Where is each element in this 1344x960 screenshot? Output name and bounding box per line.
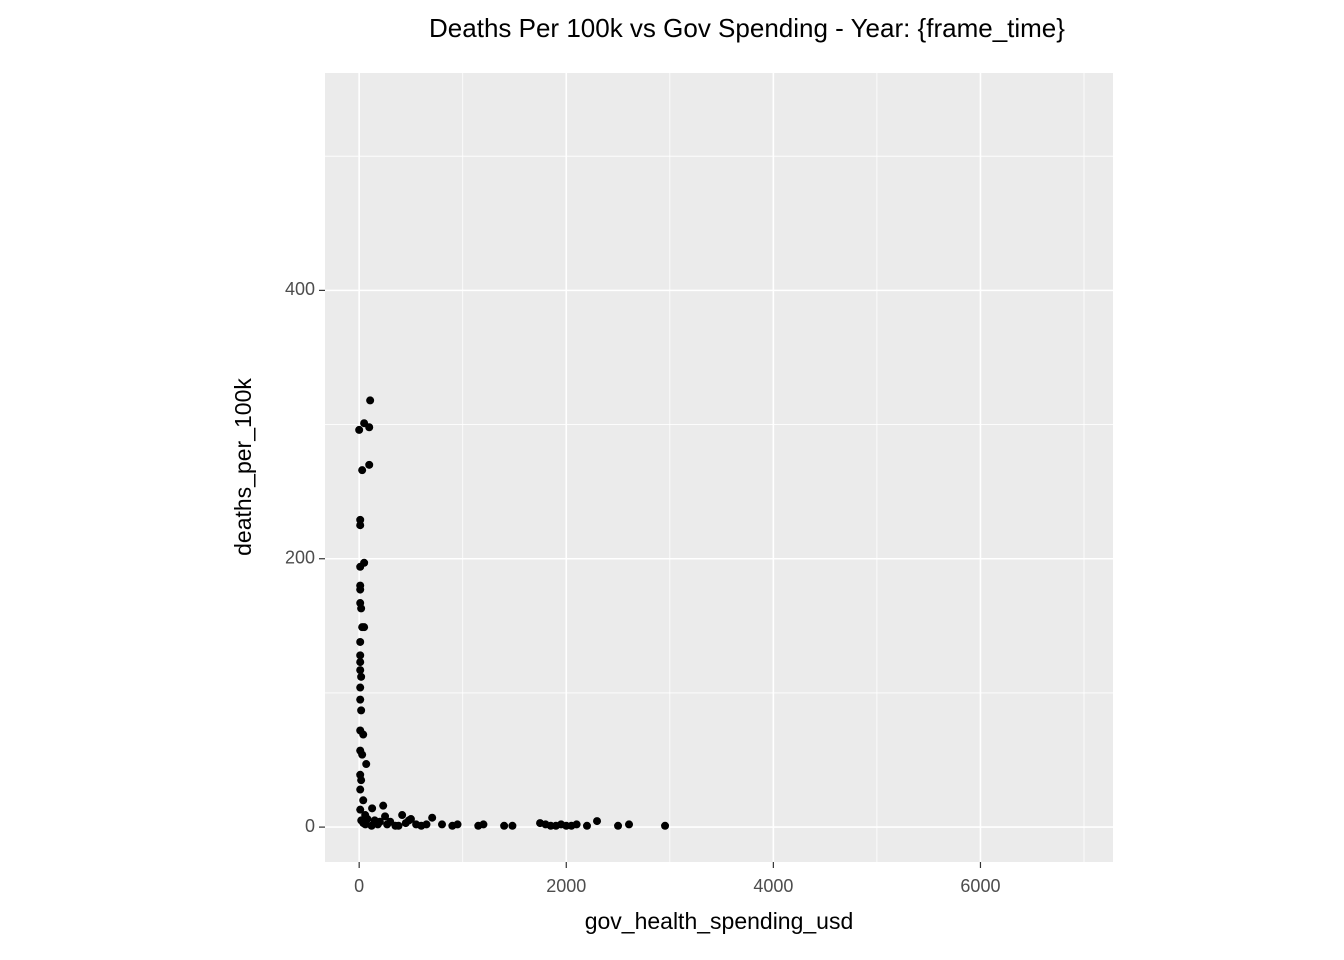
point (356, 695, 365, 704)
point (356, 683, 365, 692)
y-tick-label: 400 (285, 279, 315, 299)
point (479, 820, 488, 829)
point (359, 796, 368, 805)
point (508, 821, 517, 830)
point (661, 821, 670, 830)
point (356, 785, 365, 794)
point (360, 623, 369, 632)
point (365, 423, 374, 432)
y-tick-label: 0 (305, 816, 315, 836)
chart-title: Deaths Per 100k vs Gov Spending - Year: … (429, 13, 1065, 43)
point (363, 815, 372, 824)
point (368, 804, 377, 813)
y-tick-label: 200 (285, 547, 315, 567)
point (593, 817, 602, 826)
x-tick-label: 2000 (546, 876, 586, 896)
point (438, 820, 447, 829)
point (356, 562, 365, 571)
point (359, 730, 368, 739)
point (365, 460, 374, 469)
point (422, 820, 431, 829)
panel (325, 73, 1113, 862)
point (625, 820, 634, 829)
x-tick-label: 6000 (960, 876, 1000, 896)
point (357, 672, 366, 681)
point (357, 776, 366, 785)
point (356, 658, 365, 667)
point (383, 820, 392, 829)
point (362, 760, 371, 769)
point (381, 812, 390, 821)
point (453, 820, 462, 829)
point (367, 821, 376, 830)
point (356, 637, 365, 646)
point (356, 651, 365, 660)
point (582, 821, 591, 830)
point (358, 466, 367, 475)
x-tick-label: 0 (354, 876, 364, 896)
point (357, 604, 366, 613)
point (428, 813, 437, 822)
point (366, 396, 375, 405)
point (379, 801, 388, 810)
point (358, 750, 367, 759)
point (572, 820, 581, 829)
point (355, 425, 364, 434)
point (614, 821, 623, 830)
point (398, 811, 407, 820)
x-tick-label: 4000 (753, 876, 793, 896)
point (500, 821, 509, 830)
y-axis-title: deaths_per_100k (230, 378, 256, 556)
point (356, 666, 365, 675)
point (356, 585, 365, 594)
point (404, 816, 413, 825)
point (394, 821, 403, 830)
point (356, 521, 365, 530)
point (375, 817, 384, 826)
point (357, 706, 366, 715)
x-axis-title: gov_health_spending_usd (585, 908, 854, 934)
point (356, 805, 365, 814)
